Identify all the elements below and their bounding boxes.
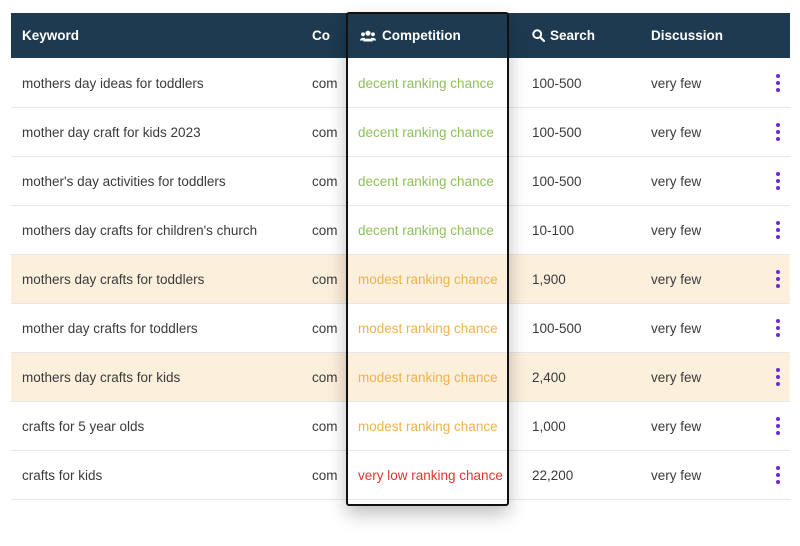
keyword-cell[interactable]: mother day craft for kids 2023 <box>22 124 201 140</box>
kebab-menu-icon[interactable] <box>776 123 780 141</box>
search-volume-cell: 2,400 <box>532 369 566 385</box>
row-menu-cell <box>755 172 790 190</box>
keyword-cell[interactable]: crafts for kids <box>22 467 103 483</box>
co-cell: com <box>312 467 338 483</box>
discussion-cell: very few <box>651 222 702 238</box>
competition-cell: modest ranking chance <box>346 321 507 336</box>
search-volume-cell: 1,900 <box>532 271 566 287</box>
kebab-menu-icon[interactable] <box>776 221 780 239</box>
header-search[interactable]: Search <box>507 28 627 43</box>
discussion-cell: very few <box>651 418 702 434</box>
co-cell: com <box>312 124 338 140</box>
search-icon <box>532 29 545 42</box>
co-cell: com <box>312 320 338 336</box>
keyword-cell[interactable]: mother day crafts for toddlers <box>22 320 198 336</box>
competition-label: modest ranking chance <box>358 320 498 336</box>
table-row[interactable]: mother day crafts for toddlers com modes… <box>11 304 790 353</box>
header-competition-label: Competition <box>382 28 461 43</box>
competition-cell: modest ranking chance <box>346 419 507 434</box>
competition-label: decent ranking chance <box>358 75 494 91</box>
keyword-cell[interactable]: mothers day crafts for children's church <box>22 222 258 238</box>
row-menu-cell <box>755 270 790 288</box>
search-volume-cell: 100-500 <box>532 75 582 91</box>
competition-cell: modest ranking chance <box>346 272 507 287</box>
keyword-table: Keyword Co Competition <box>11 13 790 500</box>
search-volume-cell: 100-500 <box>532 124 582 140</box>
keyword-cell[interactable]: mothers day ideas for toddlers <box>22 75 204 91</box>
discussion-cell: very few <box>651 369 702 385</box>
co-cell: com <box>312 222 338 238</box>
search-volume-cell: 100-500 <box>532 173 582 189</box>
table-header: Keyword Co Competition <box>11 13 790 58</box>
keyword-cell[interactable]: crafts for 5 year olds <box>22 418 145 434</box>
discussion-cell: very few <box>651 271 702 287</box>
keyword-cell[interactable]: mothers day crafts for kids <box>22 369 181 385</box>
header-co[interactable]: Co <box>312 28 330 43</box>
row-menu-cell <box>755 466 790 484</box>
competition-cell: decent ranking chance <box>346 125 507 140</box>
row-menu-cell <box>755 319 790 337</box>
competition-cell: modest ranking chance <box>346 370 507 385</box>
search-volume-cell: 1,000 <box>532 418 566 434</box>
table-row[interactable]: mother's day activities for toddlers com… <box>11 157 790 206</box>
header-competition[interactable]: Competition <box>346 28 507 43</box>
table-row[interactable]: crafts for 5 year olds com modest rankin… <box>11 402 790 451</box>
table-row[interactable]: mothers day ideas for toddlers com decen… <box>11 59 790 108</box>
competition-label: decent ranking chance <box>358 124 494 140</box>
kebab-menu-icon[interactable] <box>776 74 780 92</box>
table-body: mothers day ideas for toddlers com decen… <box>11 59 790 500</box>
competition-cell: very low ranking chance <box>346 468 507 483</box>
competition-cell: decent ranking chance <box>346 76 507 91</box>
kebab-menu-icon[interactable] <box>776 368 780 386</box>
header-discussion[interactable]: Discussion <box>651 28 724 43</box>
co-cell: com <box>312 369 338 385</box>
kebab-menu-icon[interactable] <box>776 172 780 190</box>
search-volume-cell: 22,200 <box>532 467 574 483</box>
kebab-menu-icon[interactable] <box>776 466 780 484</box>
table-row[interactable]: crafts for kids com very low ranking cha… <box>11 451 790 500</box>
row-menu-cell <box>755 74 790 92</box>
competition-label: decent ranking chance <box>358 222 494 238</box>
co-cell: com <box>312 75 338 91</box>
competition-label: modest ranking chance <box>358 271 498 287</box>
table-row[interactable]: mothers day crafts for children's church… <box>11 206 790 255</box>
kebab-menu-icon[interactable] <box>776 270 780 288</box>
competition-label: modest ranking chance <box>358 418 498 434</box>
discussion-cell: very few <box>651 467 702 483</box>
table-row[interactable]: mother day craft for kids 2023 com decen… <box>11 108 790 157</box>
keyword-cell[interactable]: mother's day activities for toddlers <box>22 173 226 189</box>
competition-label: modest ranking chance <box>358 369 498 385</box>
co-cell: com <box>312 173 338 189</box>
search-volume-cell: 10-100 <box>532 222 575 238</box>
search-volume-cell: 100-500 <box>532 320 582 336</box>
discussion-cell: very few <box>651 320 702 336</box>
row-menu-cell <box>755 123 790 141</box>
competition-label: very low ranking chance <box>358 467 503 483</box>
table-row[interactable]: mothers day crafts for toddlers com mode… <box>11 255 790 304</box>
competition-cell: decent ranking chance <box>346 223 507 238</box>
header-keyword[interactable]: Keyword <box>22 28 80 43</box>
row-menu-cell <box>755 417 790 435</box>
discussion-cell: very few <box>651 124 702 140</box>
discussion-cell: very few <box>651 75 702 91</box>
row-menu-cell <box>755 368 790 386</box>
kebab-menu-icon[interactable] <box>776 417 780 435</box>
discussion-cell: very few <box>651 173 702 189</box>
competition-label: decent ranking chance <box>358 173 494 189</box>
users-icon <box>360 30 376 42</box>
co-cell: com <box>312 271 338 287</box>
header-search-label: Search <box>550 28 596 43</box>
co-cell: com <box>312 418 338 434</box>
row-menu-cell <box>755 221 790 239</box>
table-row[interactable]: mothers day crafts for kids com modest r… <box>11 353 790 402</box>
keyword-cell[interactable]: mothers day crafts for toddlers <box>22 271 205 287</box>
competition-cell: decent ranking chance <box>346 174 507 189</box>
kebab-menu-icon[interactable] <box>776 319 780 337</box>
